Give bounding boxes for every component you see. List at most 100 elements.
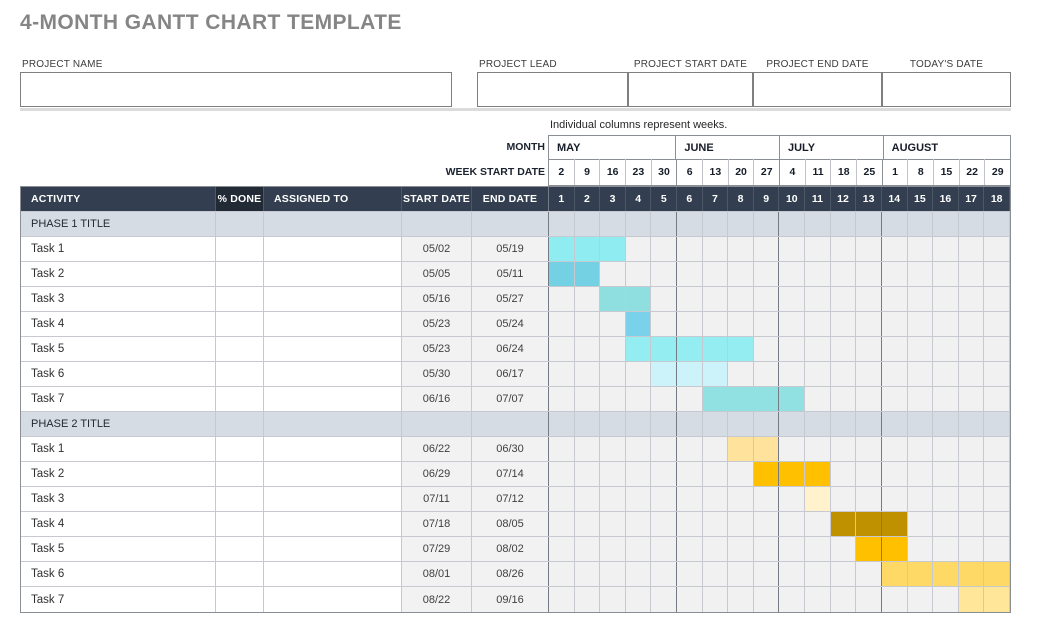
gantt-cell[interactable] [677, 237, 703, 261]
gantt-cell[interactable] [753, 512, 780, 536]
gantt-cell[interactable] [907, 387, 934, 411]
gantt-bar-cell[interactable] [779, 387, 806, 411]
gantt-cell[interactable] [677, 487, 703, 511]
gantt-cell[interactable] [933, 287, 959, 311]
gantt-cell[interactable] [856, 462, 882, 486]
gantt-cell[interactable] [856, 437, 882, 461]
gantt-cell[interactable] [805, 237, 831, 261]
gantt-bar-cell[interactable] [805, 487, 831, 511]
gantt-bar-cell[interactable] [625, 337, 652, 361]
gantt-cell[interactable] [984, 312, 1010, 336]
gantt-cell[interactable] [677, 262, 703, 286]
gantt-cell[interactable] [779, 587, 806, 612]
gantt-cell[interactable] [958, 362, 985, 386]
pct-done-cell[interactable] [216, 462, 264, 486]
gantt-cell[interactable] [728, 362, 754, 386]
gantt-cell[interactable] [830, 412, 857, 436]
pct-done-cell[interactable] [216, 387, 264, 411]
gantt-cell[interactable] [830, 587, 857, 612]
todays-date-input[interactable] [882, 72, 1011, 107]
gantt-cell[interactable] [830, 437, 857, 461]
gantt-cell[interactable] [805, 537, 831, 561]
gantt-cell[interactable] [933, 362, 959, 386]
gantt-cell[interactable] [779, 212, 806, 236]
gantt-cell[interactable] [625, 362, 652, 386]
gantt-cell[interactable] [907, 587, 934, 612]
task-name-cell[interactable]: Task 2 [21, 262, 216, 286]
gantt-cell[interactable] [600, 587, 626, 612]
gantt-bar-cell[interactable] [728, 387, 754, 411]
gantt-cell[interactable] [753, 412, 780, 436]
gantt-cell[interactable] [805, 362, 831, 386]
end-date-cell[interactable]: 09/16 [472, 587, 549, 612]
gantt-bar-cell[interactable] [702, 362, 729, 386]
gantt-cell[interactable] [651, 437, 678, 461]
gantt-cell[interactable] [958, 287, 985, 311]
gantt-cell[interactable] [984, 387, 1010, 411]
gantt-cell[interactable] [574, 387, 601, 411]
gantt-cell[interactable] [779, 412, 806, 436]
gantt-cell[interactable] [830, 312, 857, 336]
gantt-cell[interactable] [907, 462, 934, 486]
gantt-cell[interactable] [881, 287, 908, 311]
start-date-cell[interactable]: 07/11 [402, 487, 472, 511]
gantt-cell[interactable] [933, 312, 959, 336]
assigned-to-cell[interactable] [264, 562, 402, 586]
task-name-cell[interactable]: Task 6 [21, 362, 216, 386]
gantt-cell[interactable] [753, 337, 780, 361]
gantt-cell[interactable] [958, 262, 985, 286]
gantt-bar-cell[interactable] [805, 462, 831, 486]
gantt-cell[interactable] [881, 587, 908, 612]
gantt-cell[interactable] [549, 537, 575, 561]
gantt-cell[interactable] [984, 212, 1010, 236]
start-date-cell[interactable]: 06/29 [402, 462, 472, 486]
start-date-cell[interactable]: 08/22 [402, 587, 472, 612]
gantt-cell[interactable] [779, 487, 806, 511]
phase-title-cell[interactable]: PHASE 2 TITLE [21, 412, 216, 436]
gantt-bar-cell[interactable] [625, 312, 652, 336]
project-name-input[interactable] [20, 72, 452, 107]
gantt-cell[interactable] [651, 462, 678, 486]
assigned-to-cell[interactable] [264, 437, 402, 461]
project-lead-input[interactable] [477, 72, 628, 107]
start-date-cell[interactable]: 07/18 [402, 512, 472, 536]
gantt-bar-cell[interactable] [856, 512, 882, 536]
gantt-cell[interactable] [907, 437, 934, 461]
pct-done-cell[interactable] [216, 512, 264, 536]
end-date-cell[interactable]: 05/11 [472, 262, 549, 286]
gantt-cell[interactable] [702, 212, 729, 236]
gantt-cell[interactable] [702, 412, 729, 436]
gantt-cell[interactable] [907, 537, 934, 561]
gantt-bar-cell[interactable] [779, 462, 806, 486]
gantt-cell[interactable] [933, 212, 959, 236]
gantt-bar-cell[interactable] [600, 287, 626, 311]
end-date-cell[interactable]: 07/07 [472, 387, 549, 411]
gantt-cell[interactable] [856, 362, 882, 386]
gantt-cell[interactable] [984, 487, 1010, 511]
assigned-to-cell[interactable] [264, 362, 402, 386]
start-date-cell[interactable]: 05/23 [402, 312, 472, 336]
gantt-cell[interactable] [856, 287, 882, 311]
gantt-bar-cell[interactable] [625, 287, 652, 311]
gantt-cell[interactable] [907, 487, 934, 511]
gantt-bar-cell[interactable] [753, 387, 780, 411]
gantt-cell[interactable] [574, 462, 601, 486]
gantt-cell[interactable] [702, 512, 729, 536]
gantt-cell[interactable] [753, 237, 780, 261]
gantt-cell[interactable] [574, 512, 601, 536]
gantt-bar-cell[interactable] [728, 437, 754, 461]
gantt-cell[interactable] [702, 287, 729, 311]
gantt-cell[interactable] [958, 312, 985, 336]
gantt-cell[interactable] [856, 412, 882, 436]
gantt-cell[interactable] [958, 437, 985, 461]
end-date-cell[interactable]: 05/24 [472, 312, 549, 336]
gantt-cell[interactable] [549, 437, 575, 461]
assigned-to-cell[interactable] [264, 537, 402, 561]
gantt-bar-cell[interactable] [753, 437, 780, 461]
gantt-cell[interactable] [830, 262, 857, 286]
gantt-cell[interactable] [702, 262, 729, 286]
gantt-bar-cell[interactable] [702, 337, 729, 361]
gantt-cell[interactable] [651, 412, 678, 436]
gantt-cell[interactable] [958, 212, 985, 236]
gantt-cell[interactable] [600, 462, 626, 486]
